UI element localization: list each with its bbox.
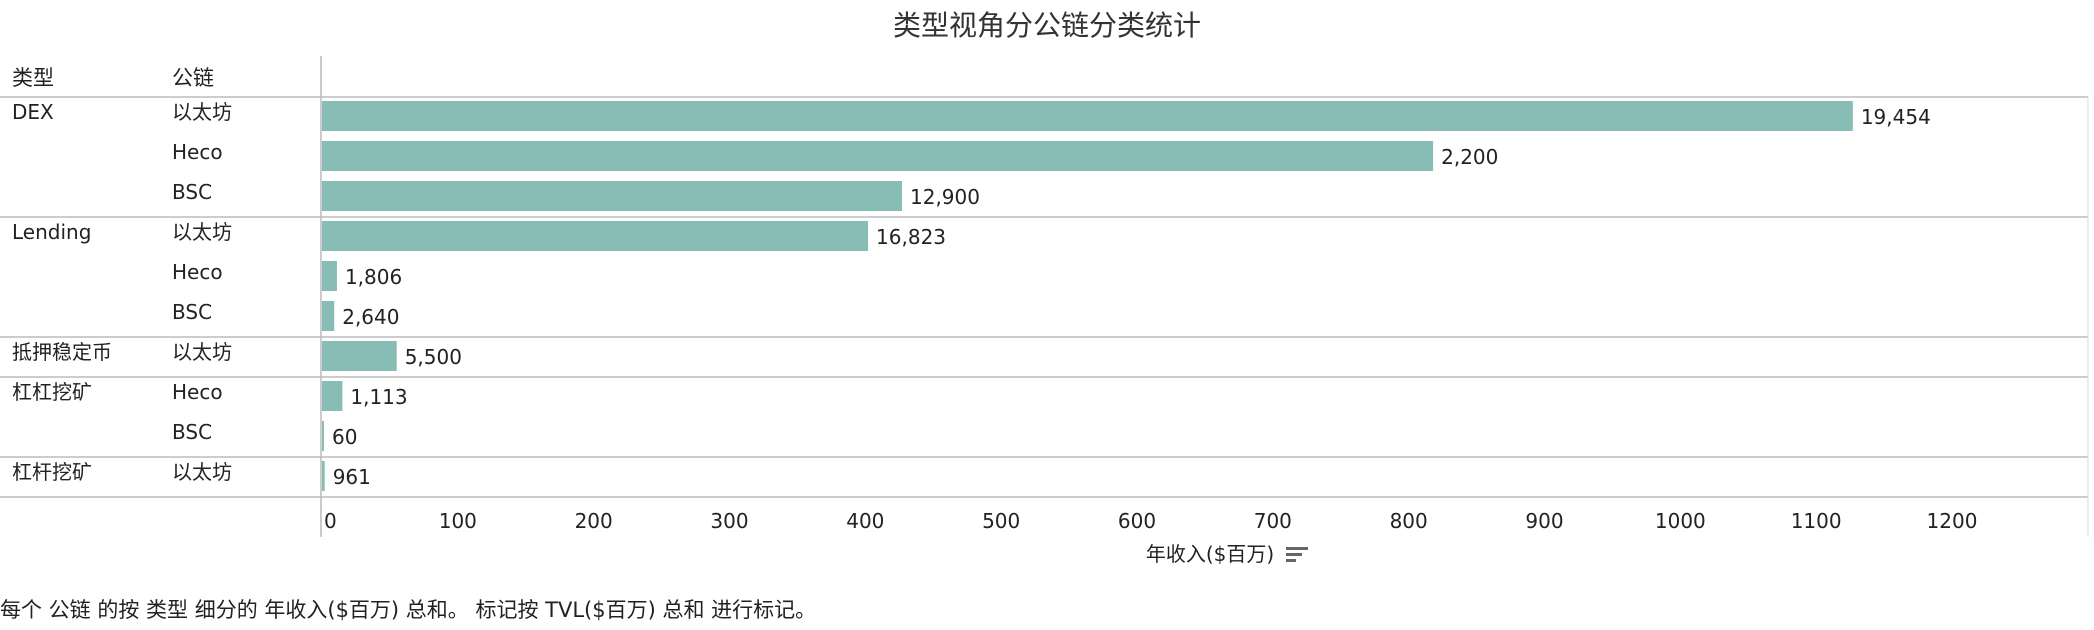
sort-icon xyxy=(1286,553,1302,556)
x-tick-label: 200 xyxy=(575,509,613,533)
x-tick-label: 300 xyxy=(710,509,748,533)
chart-footnote: 每个 公链 的按 类型 细分的 年收入($百万) 总和。 标记按 TVL($百万… xyxy=(0,598,817,622)
data-label: 60 xyxy=(332,425,357,449)
bar xyxy=(322,221,869,251)
bar xyxy=(322,341,397,371)
chain-label: 以太坊 xyxy=(172,460,232,484)
category-label: 杠杠挖矿 xyxy=(12,380,92,404)
column-header-type: 类型 xyxy=(12,66,54,90)
bar xyxy=(322,261,337,291)
category-label: Lending xyxy=(12,220,91,244)
chain-label: Heco xyxy=(172,260,223,284)
bar xyxy=(322,181,903,211)
bar xyxy=(322,421,324,451)
chain-label: Heco xyxy=(172,380,223,404)
bar xyxy=(322,381,343,411)
chain-label: 以太坊 xyxy=(172,220,232,244)
x-tick-label: 800 xyxy=(1390,509,1428,533)
x-tick-label: 600 xyxy=(1118,509,1156,533)
sort-icon xyxy=(1286,559,1296,562)
x-tick-label: 700 xyxy=(1254,509,1292,533)
x-tick-label: 500 xyxy=(982,509,1020,533)
bar xyxy=(322,301,335,331)
data-label: 2,640 xyxy=(342,305,399,329)
data-label: 16,823 xyxy=(876,225,946,249)
data-label: 1,806 xyxy=(345,265,402,289)
data-label: 1,113 xyxy=(350,385,407,409)
data-label: 2,200 xyxy=(1441,145,1498,169)
chart-title: 类型视角分公链分类统计 xyxy=(892,9,1201,42)
x-tick-label: 100 xyxy=(439,509,477,533)
x-tick-label: 1200 xyxy=(1927,509,1978,533)
chain-label: BSC xyxy=(172,420,212,444)
x-tick-label: 0 xyxy=(324,509,337,533)
bar xyxy=(322,101,1853,131)
data-label: 5,500 xyxy=(405,345,462,369)
category-label: 抵押稳定币 xyxy=(12,340,112,364)
chain-label: Heco xyxy=(172,140,223,164)
bar xyxy=(322,461,325,491)
chain-label: 以太坊 xyxy=(172,340,232,364)
bar xyxy=(322,141,1434,171)
chain-label: BSC xyxy=(172,300,212,324)
category-label: DEX xyxy=(12,100,54,124)
sort-icon xyxy=(1286,547,1308,550)
category-label: 杠杆挖矿 xyxy=(12,460,92,484)
x-tick-label: 900 xyxy=(1525,509,1563,533)
chain-label: BSC xyxy=(172,180,212,204)
data-label: 12,900 xyxy=(910,185,980,209)
x-tick-label: 400 xyxy=(846,509,884,533)
data-label: 961 xyxy=(333,465,371,489)
chain-label: 以太坊 xyxy=(172,100,232,124)
x-axis-label: 年收入($百万) xyxy=(1146,542,1274,566)
x-tick-label: 1000 xyxy=(1655,509,1706,533)
data-label: 19,454 xyxy=(1861,105,1931,129)
column-header-chain: 公链 xyxy=(172,66,214,90)
x-tick-label: 1100 xyxy=(1791,509,1842,533)
